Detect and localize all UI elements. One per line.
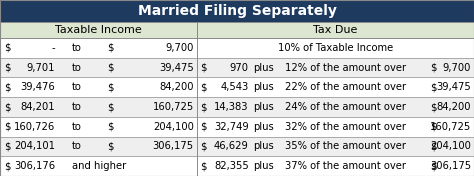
- Bar: [197, 58, 474, 77]
- Text: to: to: [72, 82, 82, 92]
- Text: Married Filing Separately: Married Filing Separately: [137, 4, 337, 18]
- Text: 9,700: 9,700: [443, 63, 471, 73]
- Text: $: $: [430, 142, 437, 151]
- Bar: [0, 156, 197, 176]
- Text: 306,175: 306,175: [430, 161, 471, 171]
- Text: to: to: [72, 122, 82, 132]
- Text: 10% of Taxable Income: 10% of Taxable Income: [278, 43, 393, 53]
- Text: $: $: [4, 142, 10, 151]
- Text: $: $: [200, 122, 206, 132]
- Text: plus: plus: [253, 82, 273, 92]
- Text: $: $: [4, 122, 10, 132]
- Bar: [197, 22, 474, 38]
- Text: $: $: [4, 102, 10, 112]
- Text: $: $: [200, 82, 206, 92]
- Text: $: $: [4, 161, 10, 171]
- Text: 306,176: 306,176: [14, 161, 55, 171]
- Bar: [0, 58, 197, 77]
- Text: 84,200: 84,200: [437, 102, 471, 112]
- Text: 970: 970: [230, 63, 249, 73]
- Text: $: $: [200, 63, 206, 73]
- Text: 39,475: 39,475: [159, 63, 194, 73]
- Text: to: to: [72, 102, 82, 112]
- Text: $: $: [200, 142, 206, 151]
- Bar: [197, 156, 474, 176]
- Text: 160,725: 160,725: [153, 102, 194, 112]
- Bar: [0, 97, 197, 117]
- Text: 37% of the amount over: 37% of the amount over: [285, 161, 406, 171]
- Text: 160,725: 160,725: [430, 122, 471, 132]
- Text: to: to: [72, 63, 82, 73]
- Text: to: to: [72, 142, 82, 151]
- Text: $: $: [200, 102, 206, 112]
- Bar: [197, 77, 474, 97]
- Bar: [0, 38, 197, 58]
- Text: 39,475: 39,475: [436, 82, 471, 92]
- Text: 84,200: 84,200: [159, 82, 194, 92]
- Text: $: $: [430, 63, 437, 73]
- Text: $: $: [107, 102, 113, 112]
- Text: $: $: [4, 63, 10, 73]
- Bar: [197, 137, 474, 156]
- Text: $: $: [107, 82, 113, 92]
- Text: plus: plus: [253, 102, 273, 112]
- Text: 204,100: 204,100: [430, 142, 471, 151]
- Text: 14,383: 14,383: [214, 102, 249, 112]
- Text: $: $: [430, 102, 437, 112]
- Text: 32% of the amount over: 32% of the amount over: [285, 122, 406, 132]
- Text: $: $: [200, 161, 206, 171]
- Bar: [197, 117, 474, 137]
- Text: 306,175: 306,175: [153, 142, 194, 151]
- Text: plus: plus: [253, 63, 273, 73]
- Text: 12% of the amount over: 12% of the amount over: [285, 63, 406, 73]
- Text: and higher: and higher: [72, 161, 126, 171]
- Text: $: $: [430, 122, 437, 132]
- Bar: [197, 97, 474, 117]
- Bar: [0, 22, 197, 38]
- Text: to: to: [72, 43, 82, 53]
- Text: $: $: [107, 63, 113, 73]
- Text: 82,355: 82,355: [214, 161, 249, 171]
- Text: 22% of the amount over: 22% of the amount over: [285, 82, 406, 92]
- Text: $: $: [107, 142, 113, 151]
- Bar: [0, 77, 197, 97]
- Text: 204,100: 204,100: [153, 122, 194, 132]
- Text: 32,749: 32,749: [214, 122, 249, 132]
- Text: $: $: [107, 43, 113, 53]
- Text: $: $: [4, 82, 10, 92]
- Text: $: $: [4, 43, 10, 53]
- Text: 160,726: 160,726: [14, 122, 55, 132]
- Bar: [0, 137, 197, 156]
- Text: plus: plus: [253, 122, 273, 132]
- Text: plus: plus: [253, 161, 273, 171]
- Text: 204,101: 204,101: [14, 142, 55, 151]
- Text: 24% of the amount over: 24% of the amount over: [285, 102, 406, 112]
- Bar: [0, 117, 197, 137]
- Text: 46,629: 46,629: [214, 142, 249, 151]
- Text: Tax Due: Tax Due: [313, 25, 357, 35]
- Text: 9,700: 9,700: [165, 43, 194, 53]
- Text: 35% of the amount over: 35% of the amount over: [285, 142, 406, 151]
- Text: 4,543: 4,543: [220, 82, 249, 92]
- Text: 84,201: 84,201: [20, 102, 55, 112]
- Text: Taxable Income: Taxable Income: [55, 25, 142, 35]
- Text: -: -: [51, 43, 55, 53]
- Bar: [197, 38, 474, 58]
- Text: plus: plus: [253, 142, 273, 151]
- Text: $: $: [107, 122, 113, 132]
- Text: 39,476: 39,476: [20, 82, 55, 92]
- Bar: [0, 0, 474, 22]
- Text: 9,701: 9,701: [27, 63, 55, 73]
- Text: $: $: [430, 161, 437, 171]
- Text: $: $: [430, 82, 437, 92]
